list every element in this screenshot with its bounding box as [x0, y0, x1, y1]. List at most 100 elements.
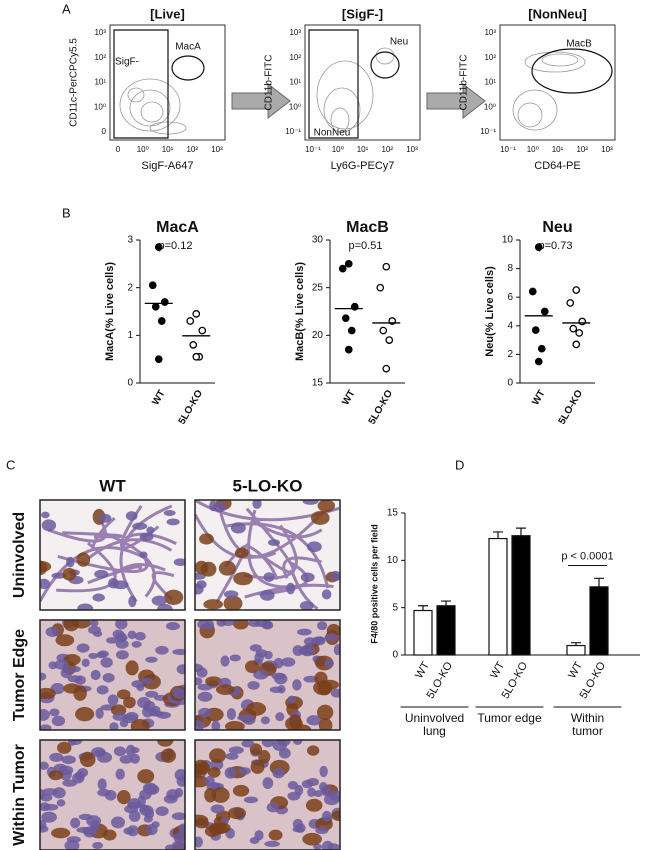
- x-tick-label: 10³: [406, 145, 418, 154]
- tissue-cell: [246, 702, 267, 716]
- tissue-cell: [324, 633, 339, 642]
- gate-title: [NonNeu]: [528, 6, 587, 21]
- tissue-cell: [109, 722, 119, 730]
- tissue-cell: [228, 746, 244, 755]
- tissue-cell: [195, 762, 211, 775]
- y-tick-label: 15: [312, 378, 324, 389]
- tissue-cell: [266, 802, 280, 813]
- tissue-cell: [330, 570, 340, 582]
- y-tick-label: 20: [312, 330, 324, 341]
- micrograph: [195, 620, 340, 730]
- tissue-cell: [104, 789, 117, 801]
- plot-frame: [499, 24, 616, 141]
- tissue-cell: [119, 755, 133, 764]
- data-point: [537, 344, 546, 353]
- tissue-cell: [100, 657, 113, 668]
- tissue-cell: [54, 659, 69, 670]
- tissue-cell: [49, 708, 60, 717]
- tissue-cell: [81, 658, 90, 668]
- tissue-cell: [130, 719, 150, 730]
- tissue-cell: [292, 740, 303, 746]
- tissue-cell: [132, 522, 148, 530]
- contour: [316, 60, 374, 130]
- tissue-cell: [125, 744, 136, 757]
- x-tick-label: 10⁰: [527, 145, 539, 154]
- y-tick-label: 15: [387, 508, 399, 519]
- data-point: [540, 307, 549, 316]
- tissue-cell: [70, 817, 81, 829]
- tissue-strand: [251, 519, 323, 539]
- tissue-cell: [112, 712, 128, 721]
- tissue-cell: [281, 657, 296, 667]
- tissue-cell: [42, 788, 58, 796]
- tissue-cell: [160, 748, 177, 763]
- x-tick-label: 10²: [576, 145, 588, 154]
- tissue-cell: [96, 685, 109, 695]
- tissue-cell: [229, 654, 241, 662]
- group-label: Within tumor: [570, 711, 605, 738]
- tissue-cell: [90, 669, 101, 681]
- tissue-cell: [151, 710, 165, 717]
- annotation: p=0.73: [539, 240, 573, 252]
- tissue-cell: [196, 580, 207, 589]
- tissue-cell: [145, 823, 158, 836]
- data-point: [151, 302, 160, 311]
- tissue-cell: [273, 657, 284, 669]
- tissue-cell: [287, 791, 301, 801]
- tissue-cell: [318, 718, 333, 730]
- tissue-cell: [165, 622, 181, 631]
- tissue-cell: [48, 770, 63, 781]
- tissue-cell: [313, 790, 323, 798]
- tissue-cell: [137, 696, 151, 709]
- micrograph-frame: [194, 619, 341, 731]
- tissue-strand: [290, 569, 319, 610]
- tissue-cell: [230, 522, 246, 534]
- tissue-cell: [97, 650, 109, 658]
- tissue-cell: [249, 743, 263, 756]
- tissue-cell: [89, 620, 99, 627]
- tissue-cell: [263, 572, 275, 582]
- y-axis-label: F4/80 positive cells per field: [369, 524, 379, 644]
- tissue-cell: [226, 708, 237, 721]
- tissue-cell: [123, 827, 135, 835]
- tissue-cell: [137, 769, 155, 784]
- error-bar: [516, 527, 526, 536]
- tissue-cell: [40, 761, 49, 770]
- gate-label: MacA: [175, 42, 201, 53]
- tissue-cell: [102, 673, 115, 683]
- column-header: WT: [99, 476, 126, 495]
- micrograph-frame: [194, 499, 341, 611]
- tissue-cell: [203, 599, 223, 610]
- y-tick-label: 10²: [484, 53, 496, 62]
- tissue-cell: [66, 556, 75, 568]
- data-point: [189, 341, 198, 349]
- x-tick-label: 10¹: [552, 145, 564, 154]
- tissue-cell: [322, 810, 332, 822]
- tissue-cell: [95, 707, 104, 719]
- y-tick-label: 0: [392, 650, 398, 661]
- chart-title: MacA: [156, 219, 199, 236]
- data-point: [578, 317, 587, 326]
- micrograph-frame: [39, 499, 186, 611]
- tissue-cell: [233, 571, 253, 586]
- tissue-cell: [40, 578, 51, 589]
- y-tick-label: 10²: [94, 53, 106, 62]
- y-tick-label: 10³: [94, 28, 106, 37]
- tissue-cell: [77, 603, 94, 610]
- tissue-cell: [172, 648, 185, 656]
- y-tick-label: 0: [102, 127, 107, 136]
- bar: [566, 644, 586, 656]
- tissue-cell: [209, 500, 218, 512]
- y-tick-label: 10: [387, 555, 399, 566]
- tissue-cell: [56, 799, 66, 807]
- plot-frame: [304, 24, 421, 141]
- tissue-cell: [107, 694, 119, 706]
- column-header: 5-LO-KO: [233, 476, 303, 495]
- y-tick-label: 30: [312, 235, 324, 246]
- data-point: [531, 326, 540, 334]
- tissue-cell: [252, 500, 262, 509]
- tissue-cell: [212, 822, 231, 834]
- tissue-cell: [302, 832, 322, 846]
- row-label: Uninvolved: [11, 512, 28, 598]
